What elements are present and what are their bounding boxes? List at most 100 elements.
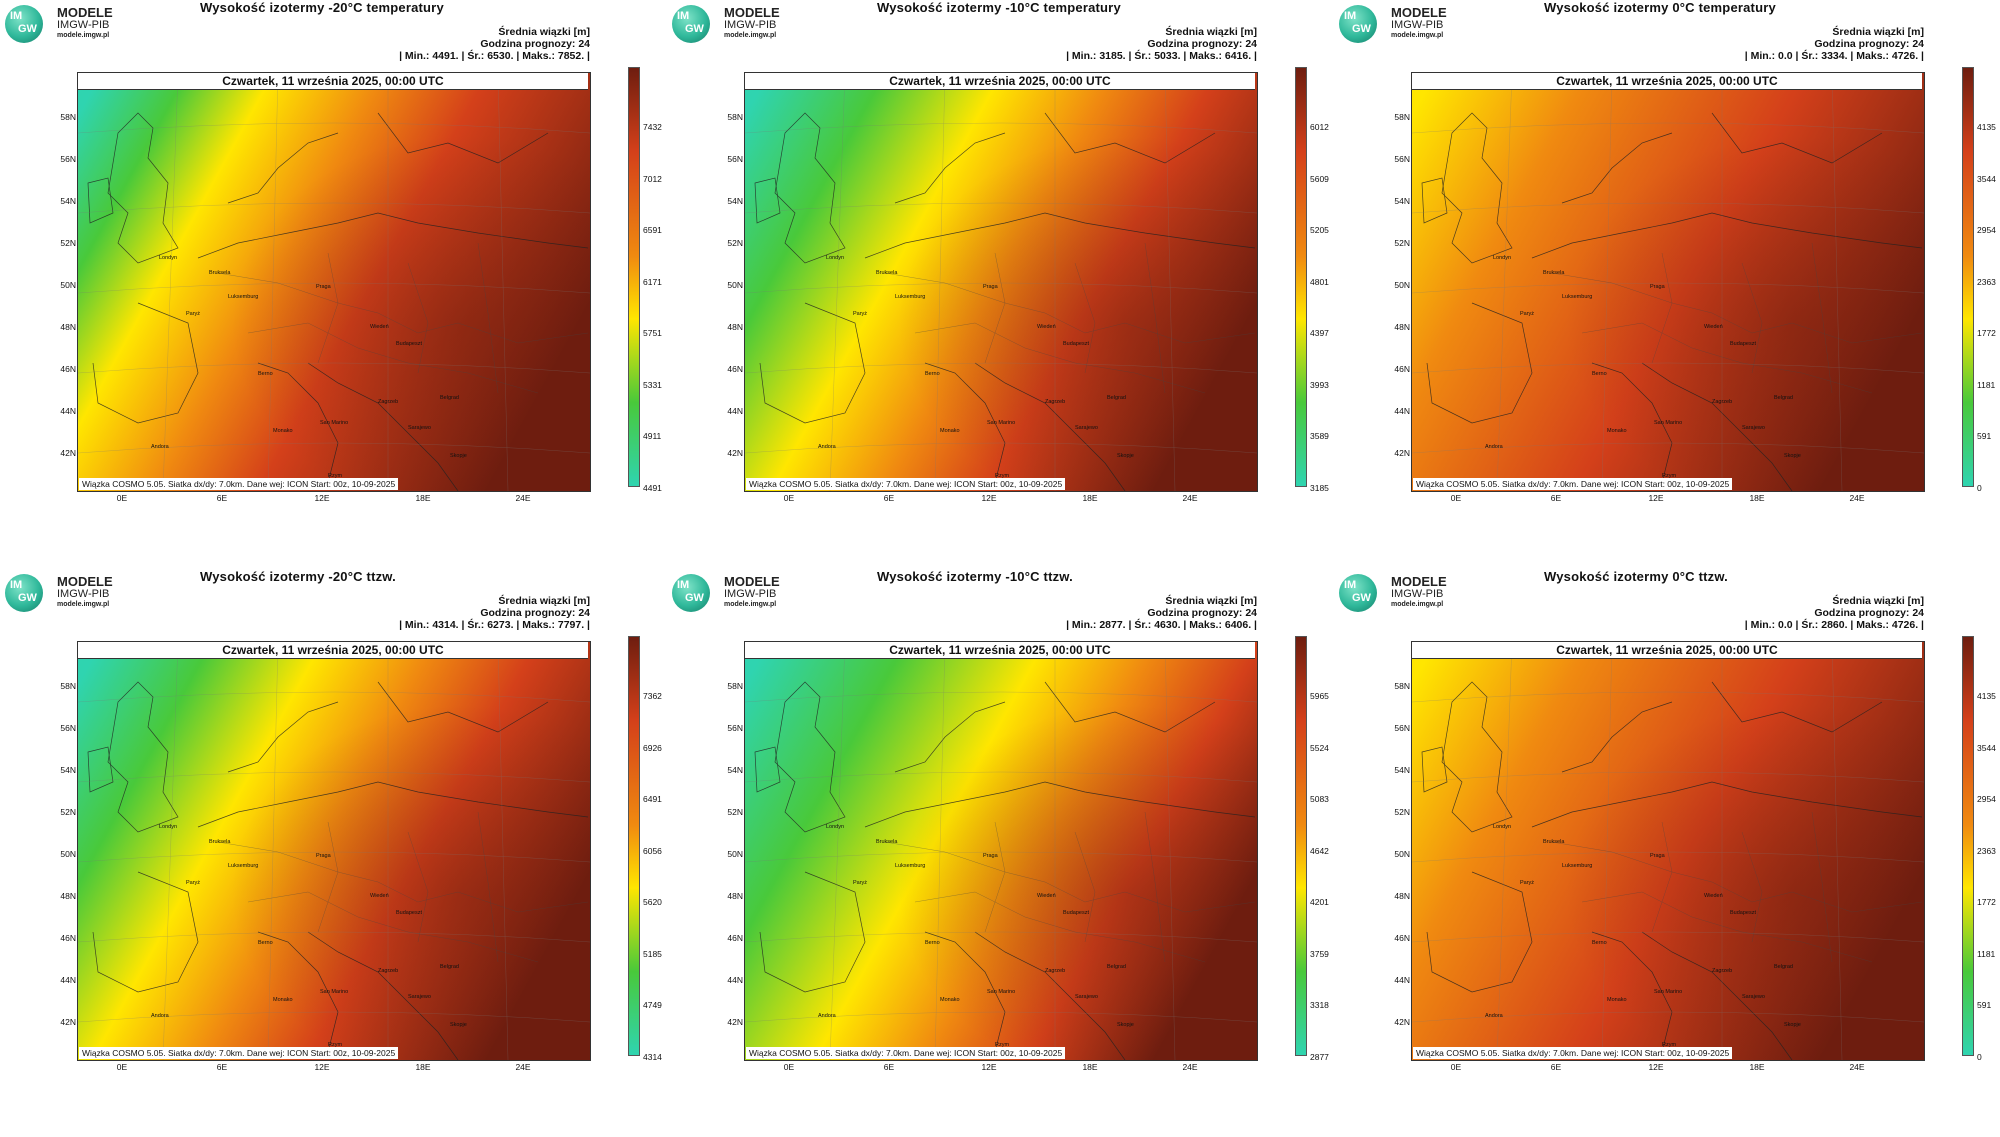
city-label: Budapeszt — [1063, 341, 1089, 347]
city-label: Andora — [1485, 444, 1503, 450]
graticule — [745, 73, 1257, 491]
city-label: Andora — [818, 1013, 836, 1019]
city-label: Monako — [1607, 997, 1627, 1003]
latitude-label: 56N — [1394, 723, 1410, 733]
longitude-label: 12E — [981, 493, 997, 503]
latitude-label: 48N — [727, 322, 743, 332]
city-label: Monako — [1607, 428, 1627, 434]
colorbar — [1295, 636, 1307, 1056]
city-label: Belgrad — [440, 395, 459, 401]
longitude-label: 0E — [783, 493, 795, 503]
logo-line1: MODELE — [57, 574, 113, 589]
latitude-label: 48N — [727, 891, 743, 901]
date-bar: Czwartek, 11 września 2025, 00:00 UTC — [1412, 642, 1922, 659]
city-label: Monako — [273, 428, 293, 434]
imgw-logo: IM GW MODELE IMGW-PIB modele.imgw.pl — [1339, 5, 1489, 45]
colorbar-tick: 591 — [1977, 1000, 1992, 1010]
latitude-label: 44N — [1394, 406, 1410, 416]
colorbar-tick: 2363 — [1977, 845, 1996, 856]
stats-box: Średnia wiązki [m] Godzina prognozy: 24 … — [399, 26, 590, 62]
latitude-label: 48N — [1394, 891, 1410, 901]
logo-line2: IMGW-PIB — [57, 588, 110, 600]
isotherm-field — [78, 642, 590, 1060]
colorbar-tick: 6012 — [1310, 122, 1329, 132]
colorbar-tick: 5965 — [1310, 691, 1329, 701]
colorbar-tick: 4397 — [1310, 328, 1329, 338]
latitude-label: 44N — [727, 406, 743, 416]
longitude-label: 24E — [515, 493, 531, 503]
colorbar-tick: 3993 — [1310, 379, 1329, 390]
city-label: Londyn — [826, 255, 845, 261]
imgw-logo-icon — [1339, 5, 1377, 43]
colorbar-tick: 5185 — [643, 948, 662, 959]
forecast-hour: Godzina prognozy: 24 — [1814, 38, 1924, 50]
latitude-label: 58N — [60, 112, 76, 122]
colorbar-tick: 4801 — [1310, 276, 1329, 287]
longitude-label: 12E — [314, 493, 330, 503]
city-label: San Marino — [1654, 420, 1683, 426]
latitude-label: 50N — [727, 280, 743, 290]
logo-line3: modele.imgw.pl — [1391, 32, 1444, 39]
city-label: Luksemburg — [1562, 294, 1593, 300]
colorbar-tick: 2954 — [1977, 794, 1996, 804]
city-label: Rzym — [1662, 1042, 1677, 1048]
colorbar-tick: 6171 — [643, 276, 662, 287]
city-label: Luksemburg — [228, 863, 259, 869]
city-label: Bruksela — [1543, 270, 1565, 276]
city-label: Sarajewo — [1075, 425, 1098, 431]
coastline — [1421, 681, 1923, 1060]
stats-box: Średnia wiązki [m] Godzina prognozy: 24 … — [399, 595, 590, 631]
map-panel: IM GW MODELE IMGW-PIB modele.imgw.pl Wys… — [667, 569, 1333, 1137]
colorbar-tick: 3544 — [1977, 173, 1996, 184]
city-label: Sarajewo — [1742, 425, 1765, 431]
latitude-label: 44N — [60, 975, 76, 985]
longitude-label: 24E — [1182, 1062, 1198, 1072]
latitude-label: 56N — [60, 723, 76, 733]
city-label: San Marino — [320, 420, 349, 426]
latitude-label: 42N — [727, 448, 743, 458]
forecast-hour: Godzina prognozy: 24 — [480, 38, 590, 50]
forecast-hour: Godzina prognozy: 24 — [480, 607, 590, 619]
city-label: Rzym — [995, 1042, 1010, 1048]
city-label: Londyn — [1493, 255, 1512, 261]
logo-line2: IMGW-PIB — [57, 19, 110, 31]
imgw-logo: IM GW MODELE IMGW-PIB modele.imgw.pl — [672, 5, 822, 45]
logo-mark-top: IM — [1344, 10, 1357, 22]
city-label: San Marino — [320, 989, 349, 995]
city-label: Bruksela — [209, 270, 231, 276]
latitude-label: 42N — [1394, 448, 1410, 458]
date-bar: Czwartek, 11 września 2025, 00:00 UTC — [745, 73, 1255, 90]
colorbar-tick: 5205 — [1310, 225, 1329, 235]
latitude-label: 54N — [727, 196, 743, 206]
city-label: Andora — [818, 444, 836, 450]
city-label: Londyn — [159, 824, 178, 830]
logo-line1: MODELE — [1391, 574, 1447, 589]
colorbar-tick: 5751 — [643, 328, 662, 338]
imgw-logo-icon — [672, 5, 710, 43]
logo-mark-top: IM — [677, 10, 690, 22]
city-label: Andora — [151, 1013, 169, 1019]
border-lines — [217, 242, 589, 394]
latitude-label: 56N — [1394, 154, 1410, 164]
colorbar-tick: 3185 — [1310, 482, 1329, 493]
colorbar-tick: 4135 — [1977, 122, 1996, 132]
logo-line3: modele.imgw.pl — [724, 32, 777, 39]
longitude-label: 18E — [1749, 1062, 1765, 1072]
forecast-hour: Godzina prognozy: 24 — [1814, 607, 1924, 619]
date-bar: Czwartek, 11 września 2025, 00:00 UTC — [1412, 73, 1922, 90]
longitude-label: 24E — [1182, 493, 1198, 503]
map-panel: IM GW MODELE IMGW-PIB modele.imgw.pl Wys… — [1334, 569, 2000, 1137]
longitude-label: 12E — [981, 1062, 997, 1072]
city-label: Praga — [1650, 284, 1665, 290]
city-label: Skopje — [1117, 1022, 1134, 1028]
city-label: Skopje — [450, 1022, 467, 1028]
logo-mark-bottom: GW — [18, 23, 37, 35]
city-label: Wiedeń — [1037, 893, 1056, 899]
city-label: Wiedeń — [1037, 324, 1056, 330]
city-label: Wiedeń — [370, 893, 389, 899]
colorbar-tick: 1772 — [1977, 328, 1996, 338]
isotherm-field — [1412, 73, 1924, 491]
stats-header: Średnia wiązki [m] — [1832, 595, 1924, 607]
map-area: Londyn Bruksela Paryż Luksemburg Praga Wiedeń… — [744, 641, 1258, 1061]
colorbar-tick: 6056 — [643, 845, 662, 856]
